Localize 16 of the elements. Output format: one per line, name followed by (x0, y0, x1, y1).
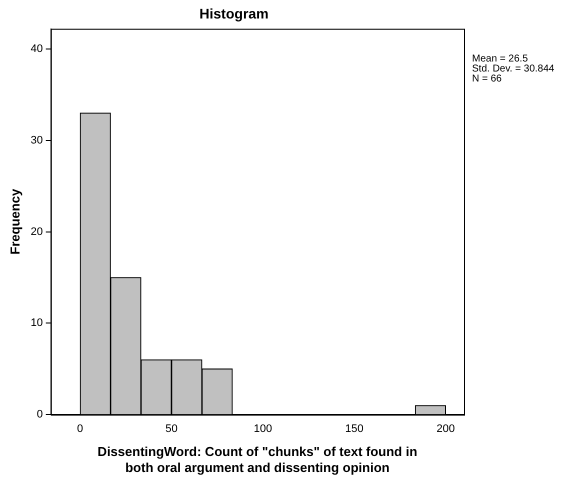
text: N = 66 (472, 74, 502, 85)
x-tick-label: 0 (77, 423, 84, 436)
y-tick-label: 0 (36, 408, 43, 421)
y-tick-label: 10 (30, 317, 43, 330)
chart-title: Histogram (199, 5, 269, 22)
y-tick-label: 40 (30, 42, 43, 55)
y-tick-label: 30 (30, 134, 43, 146)
x-tick-label: 200 (436, 423, 455, 436)
x-axis-title: DissentingWord: Count of "chunks" of text found in both oral argument and dissenting opinion (98, 444, 418, 475)
text: Std. Dev. = 30.844 (472, 64, 555, 75)
y-tick-label: 20 (30, 226, 43, 238)
y-axis-title: Frequency (7, 188, 22, 255)
x-tick-label: 100 (254, 423, 272, 436)
x-tick-label: 150 (345, 423, 364, 436)
x-tick-label: 50 (165, 423, 178, 436)
text: Mean = 26.5 (472, 54, 528, 65)
